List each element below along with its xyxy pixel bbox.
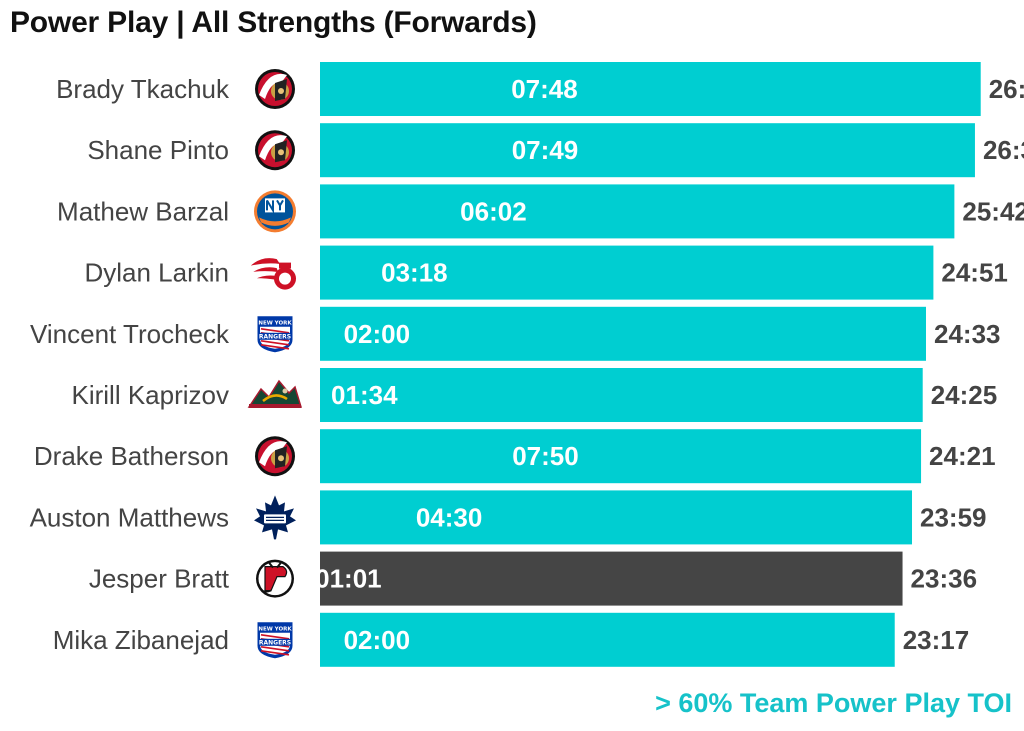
bar-row: Auston Matthews 04:30 23:59 <box>30 490 987 545</box>
minnesota-wild-logo-icon <box>247 379 303 408</box>
player-name-label: Auston Matthews <box>30 502 229 532</box>
total-toi-bar <box>320 245 934 300</box>
total-toi-bar <box>320 490 913 545</box>
player-name-label: Kirill Kaprizov <box>72 380 230 410</box>
svg-text:RANGERS: RANGERS <box>259 639 291 646</box>
ottawa-senators-logo-icon <box>255 69 295 109</box>
player-name-label: Mathew Barzal <box>57 196 229 226</box>
total-toi-label: 23:59 <box>920 502 987 532</box>
new-york-rangers-logo-icon: NEW YORK RANGERS <box>257 622 293 659</box>
total-toi-label: 24:25 <box>931 380 998 410</box>
bar-row: Dylan Larkin 03:18 24:51 <box>84 245 1008 300</box>
total-toi-label: 23:17 <box>903 625 970 655</box>
player-name-label: Drake Batherson <box>34 441 229 471</box>
bar-row: Vincent Trocheck NEW YORK RANGERS 02:00 24:3… <box>30 306 1001 361</box>
total-toi-label: 24:33 <box>934 319 1001 349</box>
total-toi-label: 23:36 <box>911 564 978 594</box>
detroit-red-wings-logo-icon <box>247 257 296 290</box>
pp-toi-label: 02:00 <box>344 319 411 349</box>
new-york-islanders-logo-icon <box>254 190 296 233</box>
new-jersey-devils-logo-icon <box>256 559 294 598</box>
pp-toi-label: 02:00 <box>344 625 411 655</box>
player-name-label: Shane Pinto <box>87 135 229 165</box>
footnote: > 60% Team Power Play TOI <box>655 688 1012 718</box>
total-toi-bar <box>320 62 981 116</box>
bar-row: Mathew Barzal 06:02 25:42 <box>57 184 1024 239</box>
svg-text:RANGERS: RANGERS <box>259 333 291 340</box>
total-toi-label: 26:46 <box>989 74 1024 104</box>
chart-title: Power Play | All Strengths (Forwards) <box>10 6 537 39</box>
player-name-label: Dylan Larkin <box>84 258 229 288</box>
bar-row: Drake Batherson 07:50 24:21 <box>34 429 996 484</box>
pp-toi-label: 07:49 <box>512 135 579 165</box>
total-toi-bar <box>320 184 955 239</box>
total-toi-bar <box>320 306 926 361</box>
pp-toi-label: 07:50 <box>512 441 579 471</box>
total-toi-bar <box>320 429 922 484</box>
bar-row: Shane Pinto 07:49 26:32 <box>87 123 1024 178</box>
total-toi-label: 26:32 <box>983 135 1024 165</box>
pp-toi-label: 06:02 <box>460 196 527 226</box>
toronto-maple-leafs-logo-icon <box>254 495 296 540</box>
player-name-label: Mika Zibanejad <box>53 625 229 655</box>
ottawa-senators-logo-icon <box>255 130 295 171</box>
bar-row: Kirill Kaprizov 01:34 24:25 <box>72 368 998 422</box>
svg-text:NEW YORK: NEW YORK <box>258 626 292 632</box>
bar-row: Brady Tkachuk 07:48 26:46 <box>56 62 1024 116</box>
player-name-label: Vincent Trocheck <box>30 319 230 349</box>
ottawa-senators-logo-icon <box>255 436 295 477</box>
bar-row: Mika Zibanejad NEW YORK RANGERS 02:00 23:17 <box>53 612 970 667</box>
player-name-label: Jesper Bratt <box>89 564 230 594</box>
pp-toi-label: 07:48 <box>511 74 578 104</box>
pp-toi-label: 03:18 <box>381 258 448 288</box>
total-toi-bar <box>320 551 903 606</box>
total-toi-label: 24:51 <box>941 258 1008 288</box>
pp-toi-label: 01:01 <box>315 564 382 594</box>
bar-row: Jesper Bratt 01:01 23:36 <box>89 551 978 606</box>
total-toi-bar <box>320 612 895 667</box>
total-toi-label: 25:42 <box>962 196 1024 226</box>
svg-text:NEW YORK: NEW YORK <box>258 320 292 326</box>
total-toi-label: 24:21 <box>929 441 996 471</box>
pp-toi-label: 01:34 <box>331 380 398 410</box>
pp-toi-label: 04:30 <box>416 502 483 532</box>
total-toi-bar <box>320 123 975 178</box>
total-toi-bar <box>320 368 923 422</box>
player-name-label: Brady Tkachuk <box>56 74 230 104</box>
new-york-rangers-logo-icon: NEW YORK RANGERS <box>257 316 293 353</box>
